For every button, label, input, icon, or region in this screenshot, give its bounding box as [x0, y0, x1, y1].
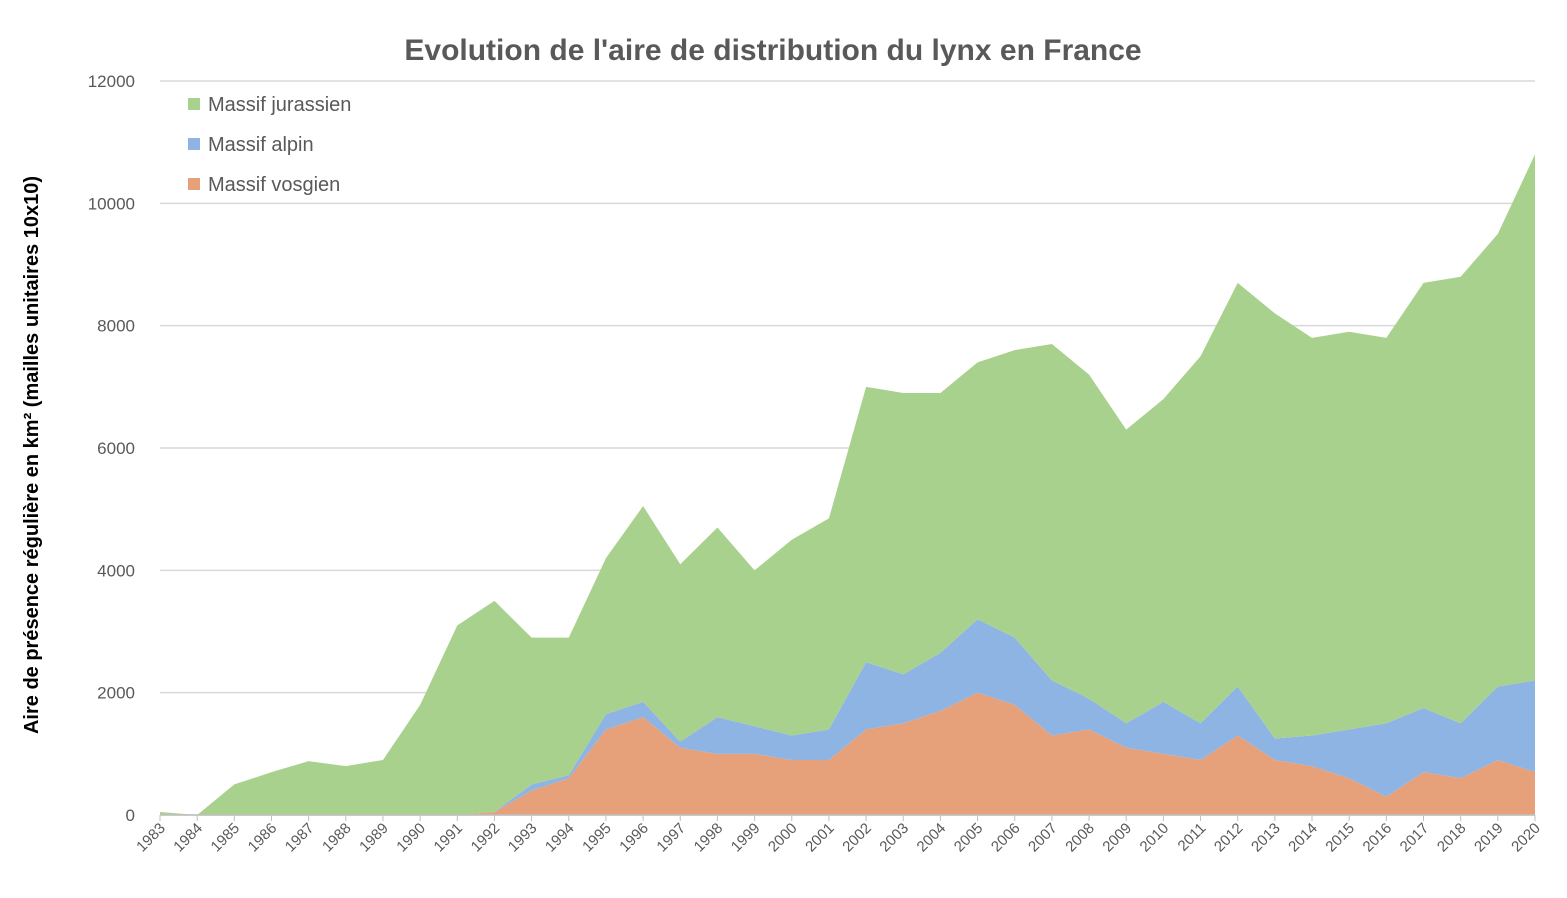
legend-swatch — [188, 98, 200, 110]
x-tick-label: 2008 — [1062, 820, 1098, 856]
x-tick-label: 2007 — [1025, 820, 1061, 856]
x-tick-label: 2001 — [802, 820, 838, 856]
x-tick-label: 2016 — [1360, 820, 1396, 856]
x-tick-label: 2006 — [988, 820, 1024, 856]
chart-title: Evolution de l'aire de distribution du l… — [404, 34, 1141, 67]
area — [160, 154, 1535, 815]
x-tick-label: 1992 — [468, 820, 504, 856]
x-tick-label: 1987 — [282, 820, 318, 856]
x-tick-label: 1997 — [653, 820, 689, 856]
x-tick-label: 2019 — [1471, 820, 1507, 856]
legend-label: Massif jurassien — [208, 94, 351, 116]
x-tick-label: 2010 — [1137, 820, 1173, 856]
x-tick-label: 2005 — [951, 820, 987, 856]
y-tick-label: 4000 — [97, 561, 135, 580]
x-tick-label: 1999 — [728, 820, 764, 856]
area — [160, 619, 1535, 815]
x-tick-label: 1991 — [431, 820, 467, 856]
legend-label: Massif vosgien — [208, 174, 340, 196]
x-tick-label: 2011 — [1175, 820, 1210, 855]
x-tick-label: 2003 — [876, 820, 912, 856]
x-tick-label: 2017 — [1397, 820, 1433, 856]
x-tick-label: 1986 — [245, 820, 281, 856]
x-tick-label: 2015 — [1322, 820, 1358, 856]
x-tick-label: 2018 — [1434, 820, 1470, 856]
x-tick-label: 2002 — [839, 820, 875, 856]
x-tick-label: 1994 — [542, 820, 578, 856]
x-tick-label: 1995 — [579, 820, 615, 856]
x-tick-label: 2020 — [1508, 820, 1544, 856]
x-tick-label: 2000 — [765, 820, 801, 856]
legend-label: Massif alpin — [208, 134, 314, 156]
y-tick-label: 12000 — [88, 72, 135, 91]
x-tick-label: 2014 — [1285, 820, 1321, 856]
legend-swatch — [188, 138, 200, 150]
x-tick-label: 1990 — [393, 820, 429, 856]
area — [160, 692, 1535, 815]
x-tick-label: 1998 — [691, 820, 727, 856]
x-tick-label: 2004 — [914, 820, 950, 856]
x-tick-label: 2013 — [1248, 820, 1284, 856]
x-tick-label: 1984 — [170, 820, 206, 856]
x-tick-label: 1989 — [356, 820, 392, 856]
y-tick-label: 2000 — [97, 684, 135, 703]
x-tick-label: 1996 — [616, 820, 652, 856]
y-tick-label: 0 — [126, 806, 135, 825]
x-tick-label: 1985 — [208, 820, 244, 856]
y-tick-label: 8000 — [97, 317, 135, 336]
legend-swatch — [188, 178, 200, 190]
y-tick-label: 6000 — [97, 439, 135, 458]
x-tick-label: 2012 — [1211, 820, 1247, 856]
x-tick-label: 1983 — [133, 820, 169, 856]
x-tick-label: 1993 — [505, 820, 541, 856]
y-tick-label: 10000 — [88, 194, 135, 213]
x-tick-label: 2009 — [1099, 820, 1135, 856]
x-tick-label: 1988 — [319, 820, 355, 856]
y-axis-label: Aire de présence régulière en km² (maill… — [21, 176, 43, 734]
